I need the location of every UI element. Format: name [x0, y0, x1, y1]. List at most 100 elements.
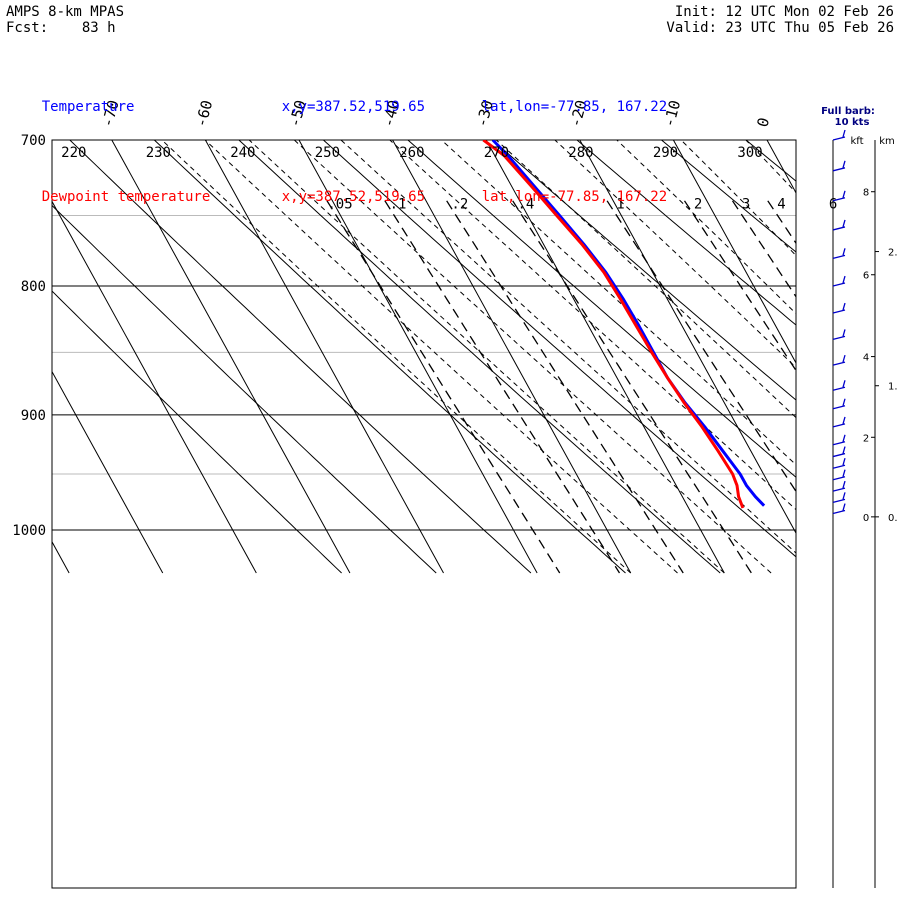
wind-barb-staff	[832, 167, 846, 172]
wind-barb-staff	[832, 441, 846, 446]
wind-barb	[832, 480, 846, 492]
wind-barb-staff	[832, 476, 846, 481]
mixing-ratio-label: 4	[777, 196, 785, 212]
kft-tick-label: 2	[863, 433, 869, 444]
wind-barb-staff	[832, 405, 846, 410]
theta-label: 300	[737, 145, 762, 161]
wind-barb	[832, 302, 846, 314]
kft-tick-label: 0	[863, 513, 869, 524]
wind-barb-staff	[832, 197, 846, 202]
wind-barb	[832, 354, 846, 366]
moist-adiabat-line	[340, 140, 796, 554]
wind-barb	[832, 492, 846, 504]
wind-barb	[832, 434, 846, 446]
fcst-label: Fcst:	[6, 20, 49, 36]
mixing-ratio-label: 2	[694, 196, 702, 212]
wind-barb-staff	[832, 423, 846, 428]
mixing-ratio-line	[384, 200, 621, 574]
header-right: Init: 12 UTC Mon 02 Feb 26 Valid: 23 UTC…	[666, 4, 894, 36]
mixing-ratio-label: 1	[616, 196, 624, 212]
wind-barb-flag	[842, 219, 846, 228]
theta-label: 250	[315, 145, 340, 161]
moist-adiabat-line	[204, 140, 678, 574]
wind-barb	[832, 190, 846, 202]
mixing-ratio-label: .05	[327, 196, 352, 212]
wind-barb-staff	[832, 498, 846, 504]
isotherm-line	[204, 140, 444, 574]
theta-label: 230	[146, 145, 171, 161]
km-tick-label: 1.	[888, 382, 898, 393]
series-line	[482, 140, 745, 509]
pressure-tick-label: 800	[21, 279, 46, 295]
mixing-ratio-line	[326, 200, 561, 574]
wind-barb-flag	[842, 248, 846, 256]
series-line	[491, 140, 766, 507]
wind-barb-staff	[832, 509, 846, 515]
wind-barb-flag	[842, 469, 846, 477]
dry-adiabat-line	[153, 140, 626, 574]
wind-barb-flag	[842, 160, 846, 168]
wind-barb-staff	[832, 226, 846, 231]
kft-unit-label: kft	[850, 136, 863, 147]
moist-adiabat-line	[495, 140, 796, 419]
isotherm-line	[298, 140, 538, 574]
mixing-ratio-line	[683, 200, 796, 372]
isotherm-line	[52, 370, 164, 574]
wind-barb-flag	[842, 446, 846, 454]
legend-temperature: Temperature x,y=387.52,519.65 lat,lon=-77.…	[8, 80, 667, 134]
wind-panel-title: Full barb:	[821, 106, 875, 117]
wind-barb-flag	[842, 329, 846, 337]
mixing-ratio-label: 3	[742, 196, 750, 212]
wind-barb	[832, 416, 846, 428]
dry-adiabat-line	[576, 140, 796, 326]
init-time: Init: 12 UTC Mon 02 Feb 26	[674, 4, 894, 20]
legend-dewpoint-xy: x,y=387.52,519.65	[281, 189, 426, 205]
mixing-ratio-line	[446, 200, 684, 574]
wind-barb	[832, 248, 846, 259]
theta-label: 270	[484, 145, 509, 161]
dry-adiabat-line	[69, 140, 532, 574]
dry-adiabat-line	[238, 140, 721, 574]
isotherm-line	[485, 140, 725, 574]
moist-adiabat-line	[389, 140, 796, 511]
legend-temperature-latlon: lat,lon=-77.85, 167.22	[481, 99, 668, 115]
mixing-ratio-label: .1	[390, 196, 407, 212]
isotherm-line	[52, 200, 257, 574]
wind-barb	[832, 160, 846, 172]
isotherm-line	[111, 140, 351, 574]
mixing-ratio-label: .4	[517, 196, 534, 212]
wind-barb-staff	[832, 136, 846, 141]
wind-barb-staff	[832, 309, 846, 314]
wind-barb-flag	[842, 503, 846, 511]
moist-adiabat-line	[680, 140, 796, 257]
dry-adiabat-line	[745, 140, 796, 182]
wind-barb-staff	[832, 487, 846, 492]
wind-panel-subtitle: 10 kts	[835, 117, 870, 128]
dry-adiabat-line	[52, 204, 437, 574]
km-tick-label: 2.	[888, 248, 898, 259]
theta-label: 240	[230, 145, 255, 161]
wind-barb-flag	[842, 434, 846, 442]
kft-tick-label: 4	[863, 353, 869, 364]
wind-barb-flag	[842, 480, 846, 489]
dry-adiabat-line	[407, 140, 796, 478]
legend-dewpoint: Dewpoint temperature x,y=387.52,519.65 lat…	[8, 170, 667, 224]
isotherm-line	[579, 140, 796, 535]
wind-barb	[832, 129, 846, 141]
wind-barb	[832, 380, 846, 391]
wind-barb-flag	[842, 398, 846, 406]
wind-barb-flag	[842, 492, 846, 500]
wind-barb-staff	[832, 361, 846, 366]
wind-barb-flag	[842, 275, 846, 284]
theta-label: 280	[568, 145, 593, 161]
wind-barb-staff	[832, 335, 846, 341]
mixing-ratio-line	[512, 200, 752, 574]
legend-dewpoint-name: Dewpoint temperature	[41, 189, 211, 205]
wind-barb	[832, 275, 846, 287]
valid-time: Valid: 23 UTC Thu 05 Feb 26	[666, 20, 894, 36]
wind-barb-staff	[832, 464, 846, 469]
wind-barb	[832, 446, 846, 458]
legend-dewpoint-latlon: lat,lon=-77.85, 167.22	[481, 189, 668, 205]
pressure-tick-label: 1000	[12, 523, 46, 539]
